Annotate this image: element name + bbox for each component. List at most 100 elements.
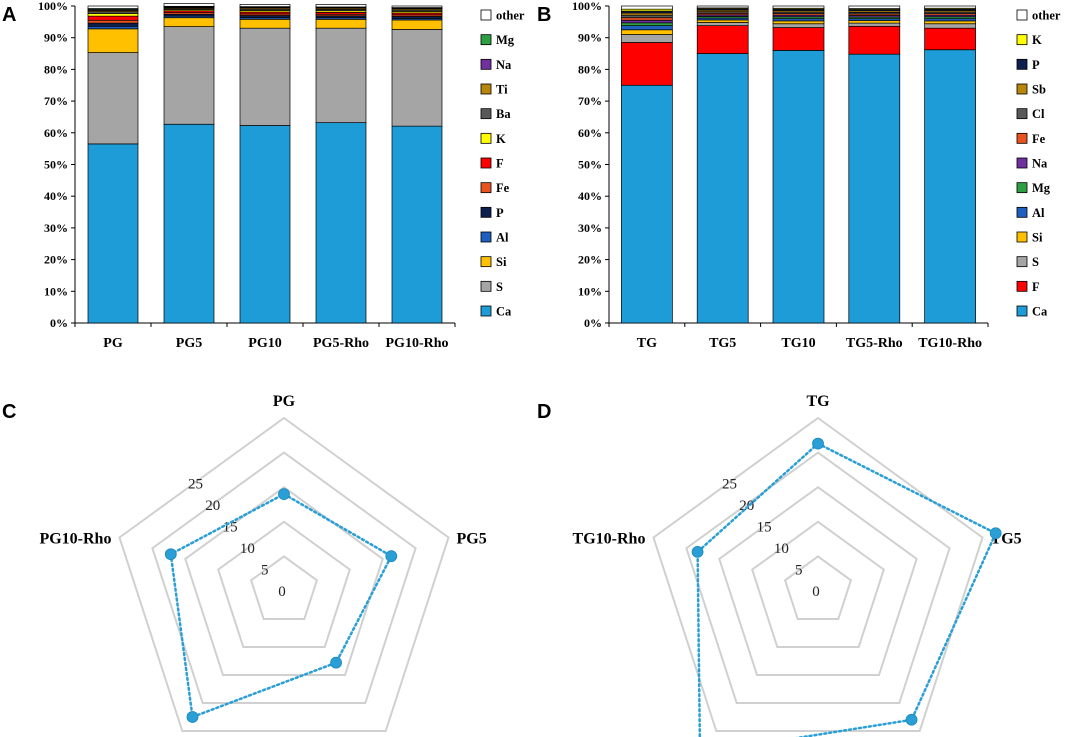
bar-segment-pg5-rho-ca [315, 122, 367, 324]
bar-segment-tg-mg [621, 22, 673, 27]
bar-segment-tg5-s [696, 22, 749, 27]
radar-grid-ring [685, 451, 951, 704]
radar-grid-ring [151, 451, 417, 704]
bar-segment-pg10-rho-ca [391, 125, 443, 324]
bar-segment-tg5-rho-si [848, 20, 901, 24]
legend-swatch-ba [480, 108, 492, 120]
bar-segment-pg-f [87, 15, 139, 21]
y-tick-label: 70% [578, 94, 602, 108]
bar-segment-pg5-rho-si [315, 18, 367, 29]
bar-segment-tg5-rho-f [848, 25, 901, 55]
legend-swatch-ca [1016, 305, 1028, 317]
bar-segment-tg10-f [772, 27, 825, 51]
x-category-label: TG [637, 336, 657, 351]
y-tick-label: 20% [44, 253, 68, 267]
x-category-label: PG5-Rho [313, 336, 369, 351]
bar-segment-tg5-f [696, 25, 749, 54]
x-category-label: PG [103, 336, 123, 351]
panel-b-stacked-bar-chart: B 0% 10% 20% 30% 40% 50% 60% 70% 80% 90% 100% TG TG5 T… [537, 0, 1061, 351]
panel-label: A [2, 4, 16, 26]
legend-label-na: Na [1032, 157, 1048, 171]
legend-swatch-al [1016, 206, 1028, 218]
bar-segment-tg5-rho-ca [848, 53, 901, 324]
legend-label-si: Si [1032, 231, 1043, 245]
bar-segment-tg-f [621, 42, 673, 86]
y-tick-label: 100% [38, 0, 68, 13]
y-tick-label: 30% [578, 221, 602, 235]
bar-segment-tg10-rho-other [924, 5, 976, 9]
radial-tick-label: 20 [205, 498, 220, 514]
radar-point-tg5 [989, 527, 1002, 540]
bar-segment-pg10-rho-s [391, 29, 443, 127]
radial-tick-label: 25 [722, 477, 737, 493]
legend-swatch-p [480, 206, 492, 218]
bar-segment-pg10-rho-si [391, 19, 443, 30]
radar-axis-label: PG5 [457, 531, 487, 548]
legend-label-ti: Ti [496, 83, 508, 97]
legend-label-f: F [1032, 280, 1040, 294]
bar-segment-tg5-si [696, 19, 749, 23]
y-tick-label: 60% [44, 126, 68, 140]
legend-label-s: S [496, 280, 503, 294]
legend-swatch-si [1016, 231, 1028, 243]
radar-series-line [169, 492, 393, 719]
radar-point-pg5 [385, 550, 398, 563]
legend-swatch-p [1016, 58, 1028, 70]
x-category-label: PG5 [176, 336, 202, 351]
bar-segment-tg-fe [621, 17, 673, 21]
legend-label-sb: Sb [1032, 83, 1046, 97]
radar-grid-ring [217, 520, 351, 648]
bar-segment-tg5-ca [696, 53, 749, 324]
y-tick-label: 60% [578, 126, 602, 140]
x-category-label: TG5 [709, 336, 736, 351]
x-category-label: TG10 [781, 336, 815, 351]
radial-tick-label: 10 [240, 541, 255, 557]
bar-segment-pg10-rho-other [391, 5, 443, 8]
y-tick-label: 10% [44, 284, 68, 298]
radial-tick-label: 5 [261, 563, 269, 579]
radial-tick-label: 0 [812, 584, 820, 600]
bar-segment-tg-na [621, 19, 673, 24]
y-tick-label: 40% [578, 189, 602, 203]
radar-grid-ring [249, 555, 319, 620]
radar-point-pg5-rho [186, 711, 199, 723]
legend-label-mg: Mg [1032, 181, 1051, 195]
bar-segment-pg10-other [239, 4, 291, 7]
bar-segment-tg-si [621, 29, 673, 35]
legend-swatch-f [480, 157, 492, 169]
legend-label-cl: Cl [1032, 107, 1045, 121]
legend-label-f: F [496, 157, 504, 171]
panel-label: D [537, 401, 551, 423]
legend-swatch-ca [480, 305, 492, 317]
legend-swatch-si [480, 256, 492, 268]
y-tick-label: 30% [44, 221, 68, 235]
legend-swatch-na [480, 58, 492, 70]
bar-segment-pg5-rho-s [315, 27, 367, 124]
legend-swatch-k [1016, 34, 1028, 46]
legend-label-p: P [1032, 58, 1040, 72]
bar-segment-tg10-rho-si [924, 20, 976, 25]
legend-swatch-ti [480, 83, 492, 95]
bar-segment-pg-fe [87, 19, 139, 24]
radial-tick-label: 25 [188, 477, 203, 493]
bar-segment-tg10-rho-f [924, 27, 976, 51]
y-tick-label: 50% [44, 158, 68, 172]
bar-segment-pg-other [87, 5, 139, 9]
radial-tick-label: 15 [757, 520, 772, 536]
y-tick-label: 90% [44, 31, 68, 45]
radar-point-tg10 [905, 713, 918, 726]
bar-segment-pg-si [87, 28, 139, 53]
radial-tick-label: 10 [774, 541, 789, 557]
legend-label-si: Si [496, 255, 507, 269]
y-tick-label: 70% [44, 94, 68, 108]
y-tick-label: 20% [578, 253, 602, 267]
bar-segment-tg10-ca [772, 50, 825, 324]
x-category-label: PG10-Rho [386, 336, 449, 351]
legend-label-k: K [496, 132, 506, 146]
y-tick-label: 0% [584, 316, 602, 330]
legend-swatch-s [1016, 256, 1028, 268]
y-tick-label: 10% [578, 284, 602, 298]
panel-label: B [537, 4, 551, 26]
